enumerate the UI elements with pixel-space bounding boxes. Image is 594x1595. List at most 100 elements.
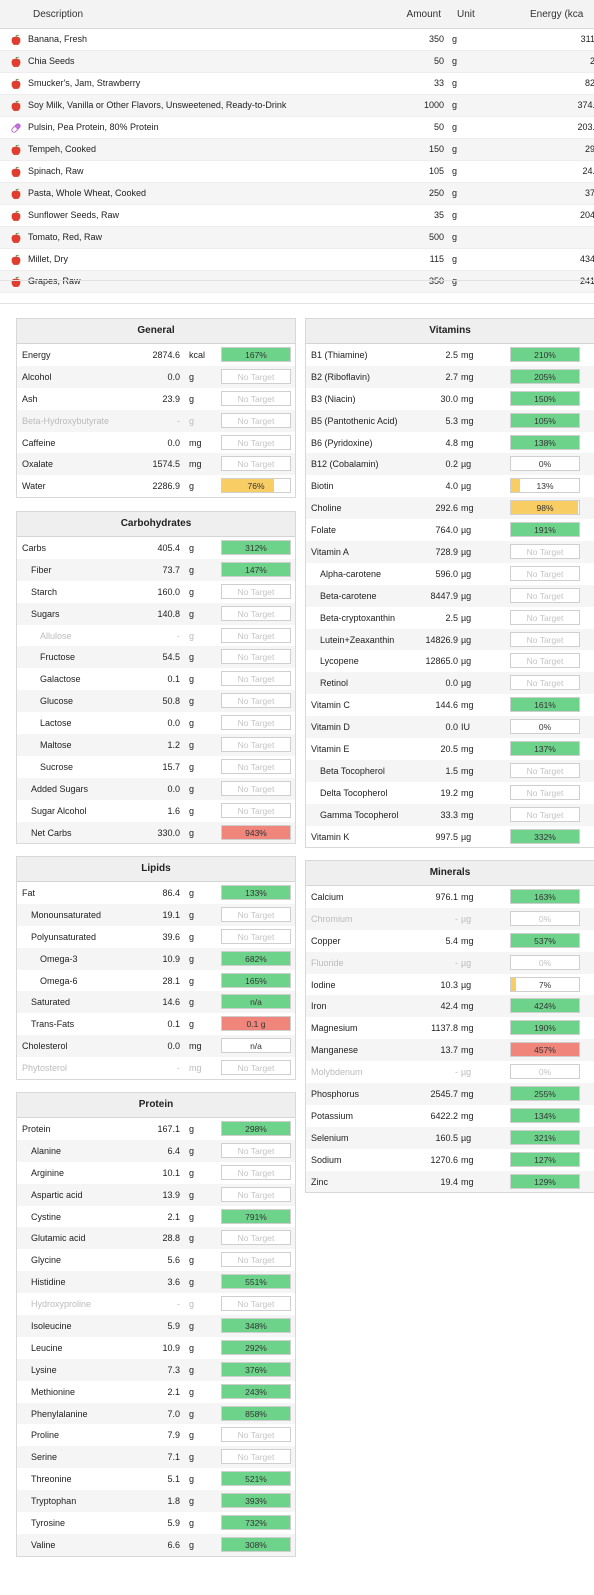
nutrient-row-glutamic-acid[interactable]: Glutamic acid 28.8 g No Target [17, 1227, 295, 1250]
food-amount[interactable]: 500 [428, 232, 444, 242]
target-progress-bar[interactable]: 312% [221, 540, 291, 555]
food-row[interactable]: Sunflower Seeds, Raw 35 g 204 [0, 205, 594, 227]
food-amount[interactable]: 33 [433, 78, 444, 88]
nutrient-row-fiber[interactable]: Fiber 73.7 g 147% [17, 558, 295, 581]
target-progress-bar[interactable]: 7% [510, 976, 580, 992]
target-progress-bar[interactable]: 167% [221, 347, 291, 362]
nutrient-row-polyunsaturated[interactable]: Polyunsaturated 39.6 g No Target [17, 925, 295, 948]
target-progress-bar[interactable]: No Target [510, 631, 580, 647]
nutrient-row-sugar-alcohol[interactable]: Sugar Alcohol 1.6 g No Target [17, 799, 295, 822]
food-amount[interactable]: 150 [428, 144, 444, 154]
nutrient-row-lactose[interactable]: Lactose 0.0 g No Target [17, 712, 295, 735]
nutrient-row-vitamin-c[interactable]: Vitamin C 144.6 mg 161% [306, 694, 594, 717]
target-progress-bar[interactable]: No Target [221, 456, 291, 472]
food-unit[interactable]: g [452, 188, 458, 198]
nutrient-row-saturated[interactable]: Saturated 14.6 g n/a [17, 991, 295, 1014]
food-unit[interactable]: g [452, 122, 458, 132]
target-progress-bar[interactable]: 0% [510, 910, 580, 926]
nutrient-row-starch[interactable]: Starch 160.0 g No Target [17, 580, 295, 603]
target-progress-bar[interactable]: No Target [510, 806, 580, 822]
target-progress-bar[interactable]: 537% [510, 932, 580, 948]
food-description[interactable]: Pasta, Whole Wheat, Cooked [28, 188, 147, 198]
target-progress-bar[interactable]: No Target [510, 544, 580, 560]
nutrient-row-monounsaturated[interactable]: Monounsaturated 19.1 g No Target [17, 903, 295, 926]
target-progress-bar[interactable]: No Target [221, 671, 291, 687]
column-unit[interactable]: Unit [457, 9, 475, 20]
nutrient-row-sugars[interactable]: Sugars 140.8 g No Target [17, 602, 295, 625]
target-progress-bar[interactable]: 321% [510, 1129, 580, 1145]
nutrient-row-phosphorus[interactable]: Phosphorus 2545.7 mg 255% [306, 1083, 594, 1105]
target-progress-bar[interactable]: 332% [510, 828, 580, 844]
nutrient-row-chromium[interactable]: Chromium - µg 0% [306, 907, 594, 930]
food-amount[interactable]: 1000 [423, 100, 444, 110]
target-progress-bar[interactable]: 943% [221, 824, 291, 840]
target-progress-bar[interactable]: 858% [221, 1405, 291, 1421]
target-progress-bar[interactable]: 308% [221, 1536, 291, 1552]
nutrient-row-beta-cryptoxanthin[interactable]: Beta-cryptoxanthin 2.5 µg No Target [306, 606, 594, 629]
food-amount[interactable]: 105 [428, 166, 444, 176]
food-row[interactable]: Tempeh, Cooked 150 g 29 [0, 139, 594, 161]
target-progress-bar[interactable]: 205% [510, 368, 580, 384]
food-description[interactable]: Millet, Dry [28, 254, 68, 264]
target-progress-bar[interactable]: 0% [510, 1064, 580, 1080]
food-unit[interactable]: g [452, 56, 458, 66]
nutrient-row-selenium[interactable]: Selenium 160.5 µg 321% [306, 1126, 594, 1149]
nutrient-row-water[interactable]: Water 2286.9 g 76% [17, 475, 295, 498]
target-progress-bar[interactable]: 732% [221, 1515, 291, 1531]
target-progress-bar[interactable]: 161% [510, 697, 580, 713]
target-progress-bar[interactable]: No Target [221, 1186, 291, 1202]
target-progress-bar[interactable]: 243% [221, 1383, 291, 1399]
food-description[interactable]: Tomato, Red, Raw [28, 232, 103, 242]
nutrient-row-beta-hydroxybutyrate[interactable]: Beta-Hydroxybutyrate - g No Target [17, 409, 295, 432]
target-progress-bar[interactable]: No Target [221, 1449, 291, 1465]
nutrient-row-net-carbs[interactable]: Net Carbs 330.0 g 943% [17, 821, 295, 844]
target-progress-bar[interactable]: 457% [510, 1042, 580, 1058]
target-progress-bar[interactable]: 521% [221, 1471, 291, 1487]
food-description[interactable]: Spinach, Raw [28, 166, 84, 176]
target-progress-bar[interactable]: 551% [221, 1274, 291, 1290]
nutrient-row-copper[interactable]: Copper 5.4 mg 537% [306, 929, 594, 952]
target-progress-bar[interactable]: 127% [510, 1151, 580, 1167]
target-progress-bar[interactable]: 255% [510, 1086, 580, 1102]
food-row[interactable]: Grapes, Raw 350 g 241 [0, 271, 594, 293]
nutrient-row-vitamin-a[interactable]: Vitamin A 728.9 µg No Target [306, 541, 594, 563]
nutrient-row-galactose[interactable]: Galactose 0.1 g No Target [17, 668, 295, 691]
target-progress-bar[interactable]: 76% [221, 478, 291, 494]
nutrient-row-b5-pantothenic-acid[interactable]: B5 (Pantothenic Acid) 5.3 mg 105% [306, 409, 594, 432]
target-progress-bar[interactable]: 134% [510, 1107, 580, 1123]
nutrient-row-biotin[interactable]: Biotin 4.0 µg 13% [306, 475, 594, 498]
target-progress-bar[interactable]: No Target [221, 758, 291, 774]
nutrient-row-magnesium[interactable]: Magnesium 1137.8 mg 190% [306, 1017, 594, 1040]
nutrient-row-proline[interactable]: Proline 7.9 g No Target [17, 1424, 295, 1447]
nutrient-row-lysine[interactable]: Lysine 7.3 g 376% [17, 1358, 295, 1381]
target-progress-bar[interactable]: 191% [510, 522, 580, 538]
nutrient-row-sodium[interactable]: Sodium 1270.6 mg 127% [306, 1148, 594, 1171]
food-amount[interactable]: 35 [433, 210, 444, 220]
target-progress-bar[interactable]: No Target [510, 762, 580, 778]
nutrient-row-isoleucine[interactable]: Isoleucine 5.9 g 348% [17, 1315, 295, 1337]
target-progress-bar[interactable]: No Target [510, 609, 580, 625]
food-description[interactable]: Sunflower Seeds, Raw [28, 210, 120, 220]
target-progress-bar[interactable]: 165% [221, 972, 291, 988]
nutrient-row-glucose[interactable]: Glucose 50.8 g No Target [17, 690, 295, 713]
nutrient-row-vitamin-k[interactable]: Vitamin K 997.5 µg 332% [306, 825, 594, 848]
food-unit[interactable]: g [452, 210, 458, 220]
target-progress-bar[interactable]: No Target [221, 390, 291, 406]
target-progress-bar[interactable]: No Target [221, 1142, 291, 1158]
nutrient-row-carbs[interactable]: Carbs 405.4 g 312% [17, 537, 295, 559]
target-progress-bar[interactable]: 292% [221, 1339, 291, 1355]
target-progress-bar[interactable]: No Target [221, 780, 291, 796]
nutrient-row-threonine[interactable]: Threonine 5.1 g 521% [17, 1468, 295, 1491]
target-progress-bar[interactable]: No Target [221, 627, 291, 643]
target-progress-bar[interactable]: No Target [221, 583, 291, 599]
column-amount[interactable]: Amount [406, 9, 441, 20]
target-progress-bar[interactable]: 0% [510, 954, 580, 970]
nutrient-row-alcohol[interactable]: Alcohol 0.0 g No Target [17, 365, 295, 388]
target-progress-bar[interactable]: No Target [221, 649, 291, 665]
nutrient-row-protein[interactable]: Protein 167.1 g 298% [17, 1118, 295, 1140]
nutrient-row-histidine[interactable]: Histidine 3.6 g 551% [17, 1271, 295, 1294]
food-amount[interactable]: 350 [428, 34, 444, 44]
target-progress-bar[interactable]: No Target [510, 653, 580, 669]
target-progress-bar[interactable]: 424% [510, 998, 580, 1014]
nutrient-row-allulose[interactable]: Allulose - g No Target [17, 624, 295, 647]
